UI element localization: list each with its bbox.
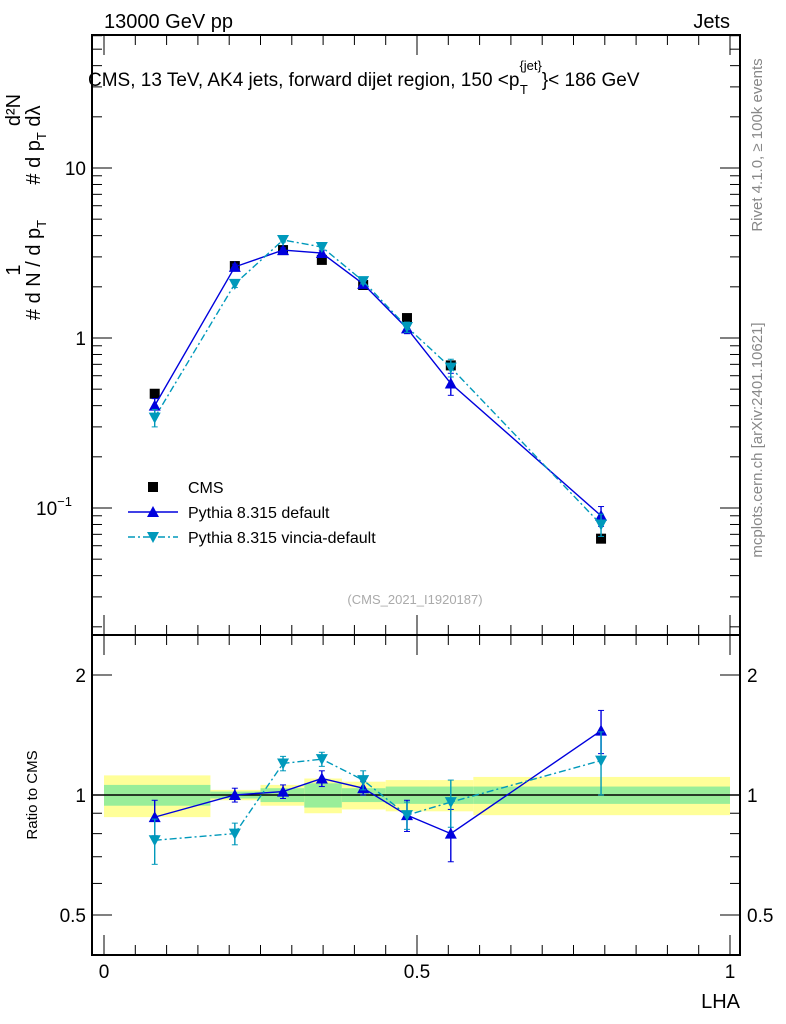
- ratio-point: [277, 785, 290, 797]
- ratio-point: [228, 789, 241, 800]
- ratio-point: [277, 758, 290, 770]
- ratio-line: [154, 758, 602, 841]
- ratio-point: [357, 775, 370, 787]
- main-point: [444, 377, 457, 389]
- main-title: CMS, 13 TeV, AK4 jets, forward dijet reg…: [88, 58, 640, 97]
- ratio-y-tick-label: 2: [75, 666, 86, 687]
- svg-text:# d N / d pT: # d N / d pT: [23, 220, 49, 320]
- main-point: [357, 276, 370, 288]
- ratio-point: [595, 755, 608, 767]
- main-point: [277, 235, 290, 247]
- main-point: [149, 388, 160, 399]
- main-point: [315, 242, 328, 253]
- ratio-point: [400, 810, 413, 822]
- legend-label: Pythia 8.315 vincia-default: [188, 530, 376, 547]
- svg-text:d²N: d²N: [3, 94, 25, 126]
- main-line: [154, 239, 602, 525]
- legend-marker: [147, 506, 159, 517]
- x-tick-label: 1: [725, 962, 736, 983]
- ratio-point: [315, 772, 328, 784]
- main-line: [154, 249, 602, 517]
- legend-label: Pythia 8.315 default: [188, 505, 330, 522]
- y-tick-label: 1: [75, 329, 86, 350]
- main-point: [148, 399, 161, 411]
- title-sub: T: [520, 82, 528, 97]
- header-left: 13000 GeV pp: [104, 11, 233, 33]
- ratio-point: [315, 754, 328, 766]
- main-point: [400, 322, 413, 334]
- main-point: [444, 362, 457, 374]
- legend-label: CMS: [188, 480, 224, 497]
- header-right: Jets: [693, 11, 730, 33]
- legend-marker: [148, 482, 158, 492]
- legend-marker: [147, 532, 159, 543]
- main-point: [401, 313, 412, 324]
- main-ylabel: # d N / d pT # d pT dλ 1 d²N: [3, 94, 49, 320]
- xlabel: LHA: [701, 991, 741, 1013]
- ratio-line: [154, 730, 602, 835]
- ratio-y-tick-label-right: 0.5: [747, 906, 773, 927]
- ratio-ylabel: Ratio to CMS: [24, 750, 41, 839]
- y-tick-label-exp: −1: [57, 494, 72, 509]
- ratio-point: [228, 828, 241, 840]
- svg-text:# d pT dλ: # d pT dλ: [23, 105, 49, 184]
- y-tick-label: 10: [65, 159, 86, 180]
- mcplots-label: mcplots.cern.ch [arXiv:2401.10621]: [749, 322, 766, 557]
- main-point: [228, 278, 241, 290]
- ratio-point: [444, 827, 457, 839]
- title-sup: {jet}: [519, 58, 542, 73]
- ratio-point: [444, 797, 457, 809]
- ratio-y-tick-label: 1: [75, 786, 86, 807]
- main-point: [228, 260, 241, 272]
- main-point: [277, 244, 290, 256]
- svg-text:1: 1: [3, 264, 25, 275]
- y-tick-label: 10−1: [36, 494, 72, 520]
- x-tick-label: 0.5: [404, 962, 430, 983]
- rivet-label: Rivet 4.1.0, ≥ 100k events: [749, 58, 766, 231]
- main-point: [316, 254, 327, 265]
- ratio-point: [148, 835, 161, 847]
- ratio-y-tick-label-right: 2: [747, 666, 758, 687]
- svg-text:CMS, 13 TeV, AK4 jets, forward: CMS, 13 TeV, AK4 jets, forward dijet reg…: [88, 58, 640, 97]
- main-point: [596, 533, 607, 544]
- ratio-y-tick-label: 0.5: [60, 906, 86, 927]
- x-tick-label: 0: [99, 962, 110, 983]
- analysis-id: (CMS_2021_I1920187): [347, 592, 482, 607]
- ratio-y-tick-label-right: 1: [747, 786, 758, 807]
- title-end: }< 186 GeV: [542, 70, 640, 91]
- main-point: [595, 519, 608, 531]
- ratio-point: [595, 724, 608, 736]
- main-point: [148, 412, 161, 424]
- title-text: CMS, 13 TeV, AK4 jets, forward dijet reg…: [88, 70, 519, 91]
